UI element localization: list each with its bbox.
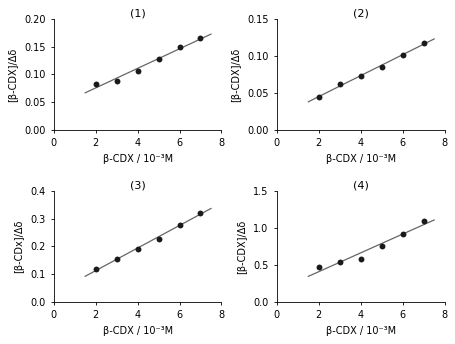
Point <box>377 244 384 249</box>
Y-axis label: [β-CDX]/Δδ: [β-CDX]/Δδ <box>8 47 18 101</box>
Point <box>398 231 405 237</box>
Point <box>155 56 162 62</box>
Point <box>356 256 364 262</box>
Point <box>176 222 183 228</box>
Point <box>314 95 322 100</box>
Title: (4): (4) <box>352 180 368 190</box>
Point <box>197 210 204 215</box>
X-axis label: β-CDX / 10⁻³M: β-CDX / 10⁻³M <box>325 326 395 336</box>
X-axis label: β-CDX / 10⁻³M: β-CDX / 10⁻³M <box>102 154 172 164</box>
Y-axis label: [β-CDX]/Δδ: [β-CDX]/Δδ <box>237 219 247 273</box>
Title: (3): (3) <box>129 180 145 190</box>
Point <box>155 236 162 241</box>
Point <box>176 45 183 50</box>
Point <box>335 259 343 265</box>
Point <box>134 68 141 73</box>
Point <box>377 64 384 70</box>
X-axis label: β-CDX / 10⁻³M: β-CDX / 10⁻³M <box>325 154 395 164</box>
Point <box>398 52 405 57</box>
Point <box>314 264 322 270</box>
Point <box>419 41 426 46</box>
Point <box>197 36 204 41</box>
Point <box>92 82 99 87</box>
Title: (2): (2) <box>352 8 368 18</box>
Point <box>92 266 99 272</box>
X-axis label: β-CDX / 10⁻³M: β-CDX / 10⁻³M <box>102 326 172 336</box>
Title: (1): (1) <box>129 8 145 18</box>
Point <box>356 73 364 79</box>
Point <box>113 78 120 84</box>
Point <box>113 257 120 262</box>
Y-axis label: [β-CDx]/Δδ: [β-CDx]/Δδ <box>15 220 25 273</box>
Point <box>134 246 141 252</box>
Point <box>419 218 426 223</box>
Point <box>335 81 343 87</box>
Y-axis label: [β-CDX]/Δδ: [β-CDX]/Δδ <box>231 47 241 101</box>
